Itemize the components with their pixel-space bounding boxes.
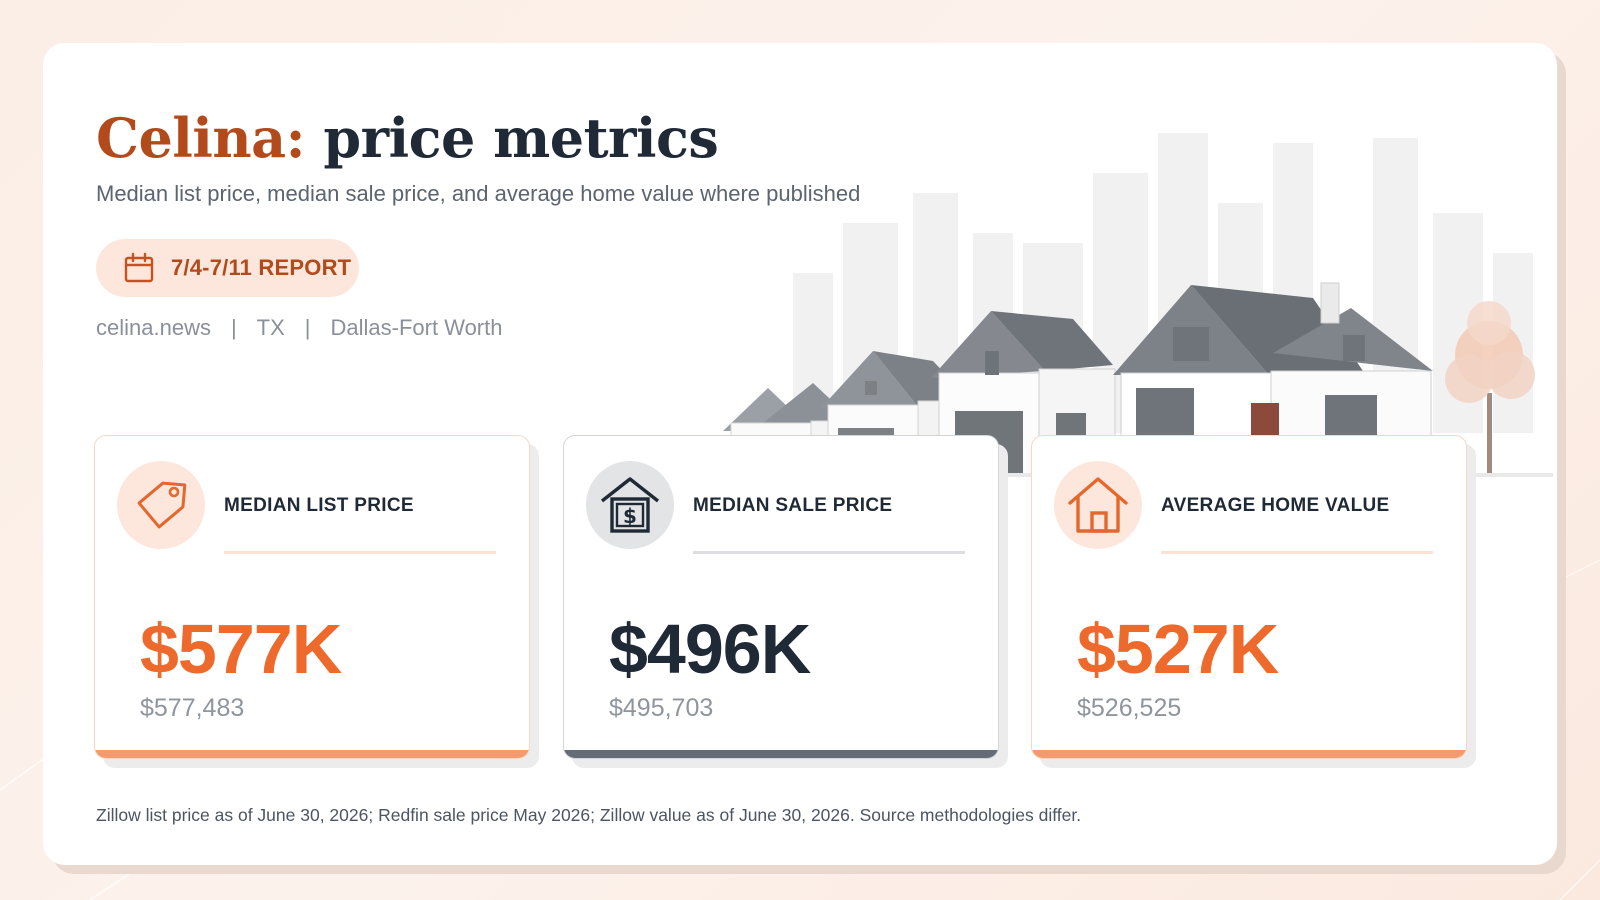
houses-illustration — [673, 133, 1553, 479]
metric-exact-value: $495,703 — [609, 694, 714, 722]
metric-divider — [1161, 551, 1433, 554]
meta-site: celina.news — [96, 315, 211, 340]
page-title: Celina: price metrics — [96, 103, 719, 173]
title-rest: price metrics — [323, 106, 719, 170]
metric-card-body: MEDIAN LIST PRICE $577K $577,483 — [94, 435, 530, 759]
meta-state: TX — [256, 315, 285, 340]
metric-accent-bar — [1032, 750, 1466, 758]
report-label: 7/4-7/11 REPORT — [171, 255, 352, 280]
metric-card-average-home-value: AVERAGE HOME VALUE $527K $526,525 — [1031, 435, 1476, 768]
metric-accent-bar — [95, 750, 529, 758]
home-icon — [1068, 477, 1128, 533]
meta-separator: | — [230, 315, 237, 340]
price-tag-icon — [137, 481, 187, 529]
house-dollar-icon: $ — [600, 477, 660, 533]
metric-value: $496K — [609, 610, 811, 688]
metric-card-median-list-price: MEDIAN LIST PRICE $577K $577,483 — [94, 435, 539, 768]
metric-accent-bar — [564, 750, 998, 758]
report-card: Celina: price metrics Median list price,… — [43, 43, 1557, 865]
report-badge: 7/4-7/11 REPORT — [96, 239, 359, 297]
title-city: Celina: — [96, 106, 306, 170]
metric-card-median-sale-price: $ MEDIAN SALE PRICE $496K $495,703 — [563, 435, 1008, 768]
metric-icon-badge — [117, 461, 205, 549]
meta-separator: | — [304, 315, 311, 340]
calendar-icon — [124, 252, 154, 283]
metric-divider — [224, 551, 496, 554]
metric-exact-value: $526,525 — [1077, 694, 1182, 722]
svg-text:$: $ — [623, 504, 637, 528]
metric-label: MEDIAN LIST PRICE — [224, 495, 414, 516]
meta-metro: Dallas-Fort Worth — [330, 315, 503, 340]
metric-card-body: AVERAGE HOME VALUE $527K $526,525 — [1031, 435, 1467, 759]
metric-label: AVERAGE HOME VALUE — [1161, 495, 1390, 516]
metric-value: $577K — [140, 610, 342, 688]
metric-card-body: $ MEDIAN SALE PRICE $496K $495,703 — [563, 435, 999, 759]
page-subtitle: Median list price, median sale price, an… — [96, 181, 861, 206]
metric-icon-badge — [1054, 461, 1142, 549]
metric-divider — [693, 551, 965, 554]
metric-icon-badge: $ — [586, 461, 674, 549]
metric-label: MEDIAN SALE PRICE — [693, 495, 893, 516]
metric-exact-value: $577,483 — [140, 694, 245, 722]
meta-line: celina.news | TX | Dallas-Fort Worth — [96, 315, 502, 341]
metric-value: $527K — [1077, 610, 1279, 688]
source-footnote: Zillow list price as of June 30, 2026; R… — [96, 805, 1082, 825]
